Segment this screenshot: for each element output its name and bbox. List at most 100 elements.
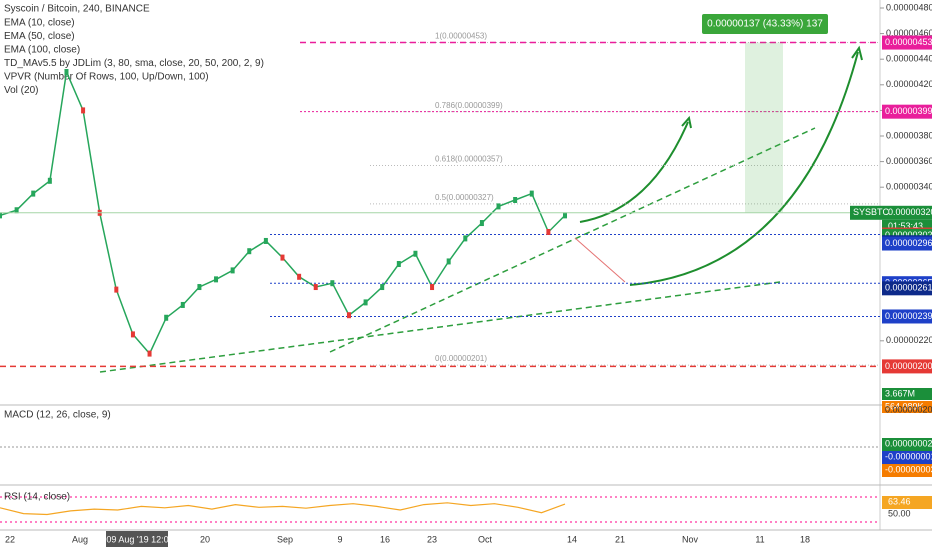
arrow bbox=[574, 237, 626, 283]
rsi-last: 63.46 bbox=[888, 496, 911, 506]
candle bbox=[297, 273, 302, 280]
indicator-label: Vol (20) bbox=[4, 85, 38, 96]
date-label: 11 bbox=[755, 534, 764, 544]
candle bbox=[479, 220, 484, 227]
badge-label: 0.00000302 bbox=[885, 230, 932, 240]
badge-label: 0.00000200 bbox=[885, 361, 932, 371]
macd-label: 0.00000002 bbox=[885, 438, 932, 448]
measure-label: 0.00000137 (43.33%) 137 bbox=[707, 19, 823, 30]
badge bbox=[882, 281, 932, 296]
candle bbox=[197, 284, 202, 291]
date-label: 9 bbox=[337, 534, 342, 544]
macd-title: MACD (12, 26, close, 9) bbox=[4, 410, 111, 421]
volume-label: 564.089K bbox=[885, 401, 924, 411]
arrow bbox=[579, 121, 689, 223]
symbol: Syscoin / Bitcoin, 240, BINANCE bbox=[4, 4, 150, 15]
measure-box bbox=[702, 14, 828, 34]
indicator-label: EMA (50, close) bbox=[4, 31, 75, 42]
badge bbox=[882, 359, 932, 374]
macd-badge bbox=[882, 464, 932, 477]
macd-badge bbox=[882, 438, 932, 451]
price-tick-label: 0.00000380 bbox=[886, 130, 932, 140]
candle bbox=[230, 267, 235, 274]
fib-label: 0.618(0.00000357) bbox=[435, 155, 503, 164]
badge-label: 0.00000239 bbox=[885, 311, 932, 321]
arrow-head bbox=[681, 115, 692, 129]
trendline bbox=[99, 281, 781, 373]
macd-label: -0.00000003 bbox=[885, 464, 932, 474]
candle bbox=[463, 235, 468, 242]
candle bbox=[430, 284, 435, 291]
rsi-line bbox=[0, 502, 566, 516]
date-label: 14 bbox=[567, 534, 577, 544]
crosshair-date-box bbox=[106, 531, 168, 547]
price-tick-label: 0.00000360 bbox=[886, 156, 932, 166]
candle bbox=[396, 261, 401, 267]
badge bbox=[850, 205, 932, 220]
trendline bbox=[329, 127, 816, 353]
header: Syscoin / Bitcoin, 240, BINANCE bbox=[4, 4, 150, 15]
indicator-label: VPVR (Number Of Rows, 100, Up/Down, 100) bbox=[4, 72, 209, 83]
candle bbox=[180, 301, 185, 308]
badge-label: 0.00000296 bbox=[885, 238, 932, 248]
date-label: Oct bbox=[478, 534, 493, 544]
indicator-label: EMA (10, close) bbox=[4, 18, 75, 29]
date-label: 21 bbox=[615, 534, 625, 544]
candle bbox=[47, 177, 52, 184]
date-label: 20 bbox=[200, 534, 210, 544]
price-tick-label: 0.00000220 bbox=[886, 335, 932, 345]
candle bbox=[363, 299, 368, 306]
indicator-label: TD_MAv5.5 by JDLim (3, 80, sma, close, 2… bbox=[4, 58, 264, 69]
price-tick-label: 0.00000340 bbox=[886, 182, 932, 192]
candle bbox=[214, 276, 219, 283]
rsi-title: RSI (14, close) bbox=[4, 492, 70, 503]
date-label: 16 bbox=[380, 534, 390, 544]
candle bbox=[546, 229, 551, 235]
badge bbox=[882, 236, 932, 251]
candle bbox=[280, 254, 285, 261]
arrow-head bbox=[851, 45, 863, 61]
price-tick-label: 0.00000420 bbox=[886, 79, 932, 89]
candle bbox=[313, 284, 318, 291]
indicator-label: EMA (100, close) bbox=[4, 45, 80, 56]
fib-label: 0(0.00000201) bbox=[435, 354, 487, 363]
rsi-badge bbox=[882, 496, 932, 509]
fib-label: 0.5(0.00000327) bbox=[435, 193, 494, 202]
fib-label: 1(0.00000453) bbox=[435, 32, 487, 41]
date-label: 09 Aug '19 12:00 bbox=[106, 534, 173, 544]
macd-label: -0.00000001 bbox=[885, 451, 932, 461]
candle bbox=[563, 212, 567, 219]
date-label: Aug bbox=[72, 534, 88, 544]
macd-label: 0.00000020 bbox=[885, 404, 932, 414]
measure-range bbox=[745, 42, 783, 213]
badge bbox=[882, 309, 932, 324]
date-label: Sep bbox=[277, 534, 293, 544]
candle bbox=[81, 107, 86, 114]
fib-label: 0.786(0.00000399) bbox=[435, 101, 503, 110]
badge-label: 0.00000399 bbox=[885, 106, 932, 116]
candle bbox=[346, 312, 351, 319]
badge bbox=[882, 35, 932, 50]
candle bbox=[130, 331, 135, 338]
candle bbox=[31, 190, 36, 197]
badge bbox=[882, 104, 932, 119]
countdown: 01:53:43 bbox=[888, 221, 923, 231]
volume-label: 3.667M bbox=[885, 388, 915, 398]
candle bbox=[413, 250, 418, 257]
candle bbox=[247, 248, 252, 255]
badge-label: 0.00000453 bbox=[885, 37, 932, 47]
candle bbox=[64, 69, 69, 75]
candle bbox=[263, 237, 268, 244]
date-label: 23 bbox=[427, 534, 437, 544]
candle bbox=[513, 197, 518, 203]
date-label: 18 bbox=[800, 534, 810, 544]
arrow bbox=[629, 51, 859, 286]
rsi-mid: 50.00 bbox=[888, 508, 911, 518]
badge-label: 0.00000320 bbox=[888, 207, 932, 217]
candle bbox=[496, 203, 501, 210]
macd-badge bbox=[882, 451, 932, 464]
volume-badge bbox=[882, 401, 932, 413]
candle bbox=[147, 350, 152, 357]
